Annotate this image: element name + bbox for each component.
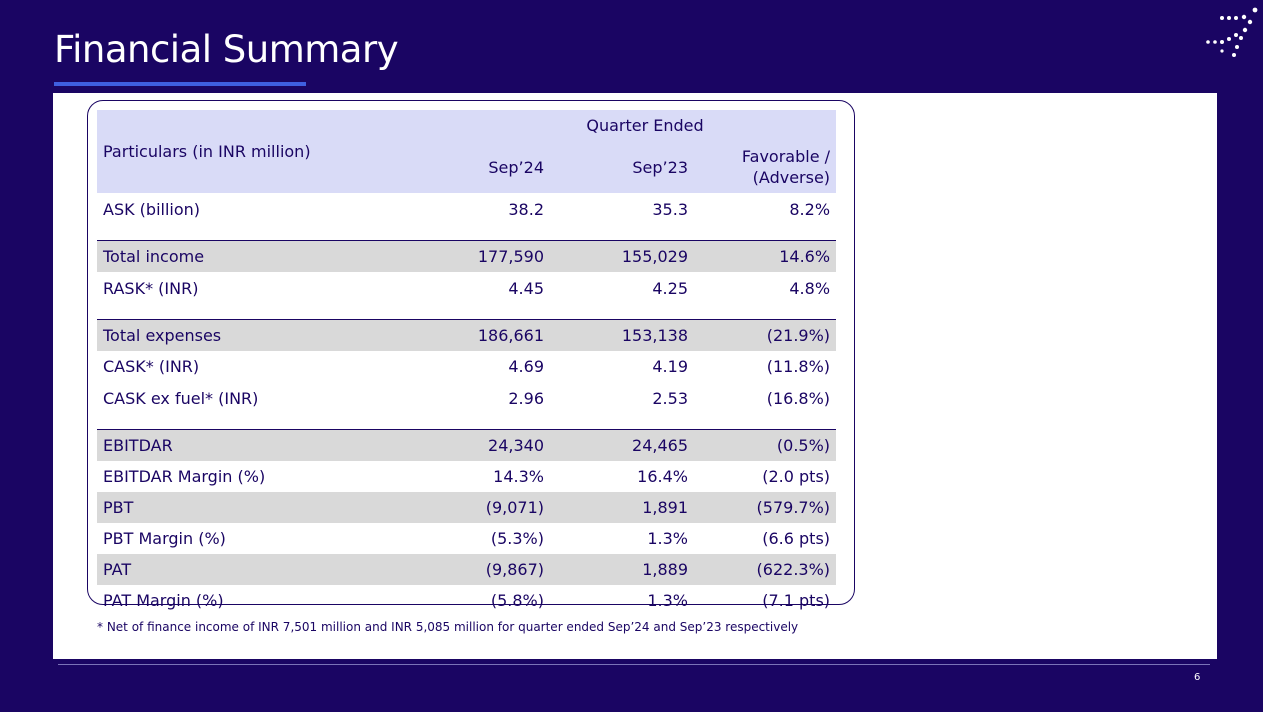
table-header-row-2: Sep’24 Sep’23 Favorable / (Adverse) <box>97 141 837 193</box>
row-sep23: 24,465 <box>550 429 694 461</box>
row-change: (579.7%) <box>694 492 837 523</box>
row-sep23: 1.3% <box>647 591 688 610</box>
row-sep24: 24,340 <box>400 429 550 461</box>
row-sep23: 4.19 <box>652 357 688 376</box>
dotted-arrow-logo-icon <box>1206 7 1258 57</box>
row-label: Total income <box>97 240 400 272</box>
row-label: CASK* (INR) <box>103 357 200 376</box>
row-sep24: (9,071) <box>400 492 550 523</box>
row-sep24: 4.69 <box>508 357 544 376</box>
row-change: (0.5%) <box>694 429 837 461</box>
header-particulars: Particulars (in INR million) <box>97 110 400 193</box>
row-sep24: 38.2 <box>508 200 544 219</box>
row-label: ASK (billion) <box>103 200 201 219</box>
row-sep23: 35.3 <box>652 200 688 219</box>
row-sep24: 177,590 <box>400 240 550 272</box>
table-header-row-1: Particulars (in INR million) Quarter End… <box>97 110 837 193</box>
row-change: (16.8%) <box>766 389 831 408</box>
row-label: EBITDAR <box>97 429 400 461</box>
table-row: CASK ex fuel* (INR) 2.96 2.53 (16.8%) <box>97 382 836 430</box>
slide-title: Financial Summary <box>54 28 399 71</box>
table-row: Total income 177,590 155,029 14.6% <box>97 240 837 272</box>
table-row: ASK (billion) 38.2 35.3 8.2% <box>97 193 836 241</box>
row-label: PAT Margin (%) <box>103 591 224 610</box>
row-sep24: (5.3%) <box>490 529 544 548</box>
table-row: PBT Margin (%) (5.3%) 1.3% (6.6 pts) <box>97 523 836 554</box>
header-sep23: Sep’23 <box>550 141 694 193</box>
row-sep23: 155,029 <box>550 240 694 272</box>
table-row: PAT (9,867) 1,889 (622.3%) <box>97 554 837 585</box>
row-label: RASK* (INR) <box>103 279 199 298</box>
row-change: (11.8%) <box>766 357 831 376</box>
table-row: PAT Margin (%) (5.8%) 1.3% (7.1 pts) <box>97 585 836 616</box>
footnote: * Net of finance income of INR 7,501 mil… <box>97 620 799 634</box>
row-sep24: (9,867) <box>400 554 550 585</box>
row-label: CASK ex fuel* (INR) <box>103 389 259 408</box>
table-row: PBT (9,071) 1,891 (579.7%) <box>97 492 837 523</box>
financial-summary-table: Particulars (in INR million) Quarter End… <box>97 110 837 616</box>
table-row: Total expenses 186,661 153,138 (21.9%) <box>97 319 837 351</box>
header-favorable-adverse: Favorable / (Adverse) <box>694 141 837 193</box>
row-change: (6.6 pts) <box>762 529 831 548</box>
row-sep23: 16.4% <box>637 467 688 486</box>
row-sep24: 14.3% <box>493 467 544 486</box>
row-sep24: (5.8%) <box>490 591 544 610</box>
table-row: CASK* (INR) 4.69 4.19 (11.8%) <box>97 351 836 382</box>
title-underline <box>54 82 306 86</box>
row-sep24: 4.45 <box>508 279 544 298</box>
table-row: EBITDAR 24,340 24,465 (0.5%) <box>97 429 837 461</box>
row-sep23: 2.53 <box>652 389 688 408</box>
row-change: (2.0 pts) <box>762 467 831 486</box>
row-change: (622.3%) <box>694 554 837 585</box>
bottom-divider <box>58 664 1210 665</box>
row-label: PBT Margin (%) <box>103 529 226 548</box>
row-sep24: 186,661 <box>400 319 550 351</box>
header-sep24: Sep’24 <box>400 141 550 193</box>
page-number: 6 <box>1194 672 1201 683</box>
row-label: PBT <box>97 492 400 523</box>
row-change: (7.1 pts) <box>762 591 831 610</box>
row-sep23: 153,138 <box>550 319 694 351</box>
row-sep24: 2.96 <box>508 389 544 408</box>
table-row: RASK* (INR) 4.45 4.25 4.8% <box>97 272 836 320</box>
row-label: Total expenses <box>97 319 400 351</box>
row-change: 8.2% <box>789 200 831 219</box>
table-row: EBITDAR Margin (%) 14.3% 16.4% (2.0 pts) <box>97 461 836 492</box>
header-quarter-ended: Quarter Ended <box>400 110 837 141</box>
row-sep23: 1.3% <box>647 529 688 548</box>
row-label: PAT <box>97 554 400 585</box>
row-change: 14.6% <box>694 240 837 272</box>
row-sep23: 4.25 <box>652 279 688 298</box>
row-change: (21.9%) <box>694 319 837 351</box>
row-label: EBITDAR Margin (%) <box>103 467 266 486</box>
row-sep23: 1,891 <box>550 492 694 523</box>
row-sep23: 1,889 <box>550 554 694 585</box>
row-change: 4.8% <box>789 279 831 298</box>
